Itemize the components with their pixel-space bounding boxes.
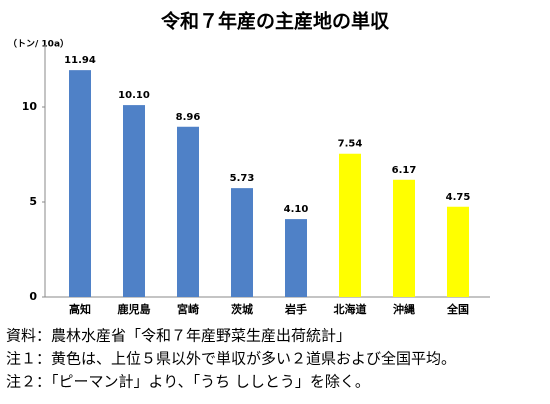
chart-title: 令和７年産の主産地の単収 (161, 10, 390, 33)
value-label: 5.73 (230, 173, 255, 184)
value-label: 4.75 (446, 192, 471, 203)
bar (177, 126, 199, 297)
note: 注１：黄色は、上位５県以外で単収が多い２道県および全国平均。 (6, 350, 456, 368)
bar (447, 206, 469, 297)
y-tick-label: 0 (29, 290, 37, 303)
value-label: 8.96 (176, 112, 201, 123)
x-tick-label: 北海道 (334, 302, 367, 316)
value-label: 11.94 (64, 55, 96, 66)
bar (231, 188, 253, 297)
bar (69, 70, 91, 297)
note: 注２：「ピーマン計」より、「うち ししとう」を除く。 (6, 373, 370, 391)
value-label: 6.17 (392, 165, 417, 176)
value-label: 7.54 (338, 139, 363, 150)
value-label: 4.10 (284, 204, 309, 215)
bar (339, 153, 361, 297)
note: 資料：農林水産省「令和７年産野菜生産出荷統計」 (6, 327, 351, 345)
bar (285, 219, 307, 297)
x-tick-label: 鹿児島 (118, 302, 151, 316)
x-tick-label: 宮崎 (177, 302, 199, 316)
bar (393, 179, 415, 297)
y-tick-label: 10 (22, 100, 38, 113)
x-tick-label: 全国 (446, 302, 469, 316)
y-tick-label: 5 (29, 195, 37, 208)
y-axis-label: （トン/ 10a） (8, 39, 69, 50)
x-tick-label: 沖縄 (393, 302, 415, 316)
x-tick-label: 茨城 (231, 302, 253, 316)
x-tick-label: 高知 (69, 302, 91, 316)
bar (123, 105, 145, 297)
value-label: 10.10 (118, 90, 150, 101)
x-tick-label: 岩手 (284, 302, 307, 316)
